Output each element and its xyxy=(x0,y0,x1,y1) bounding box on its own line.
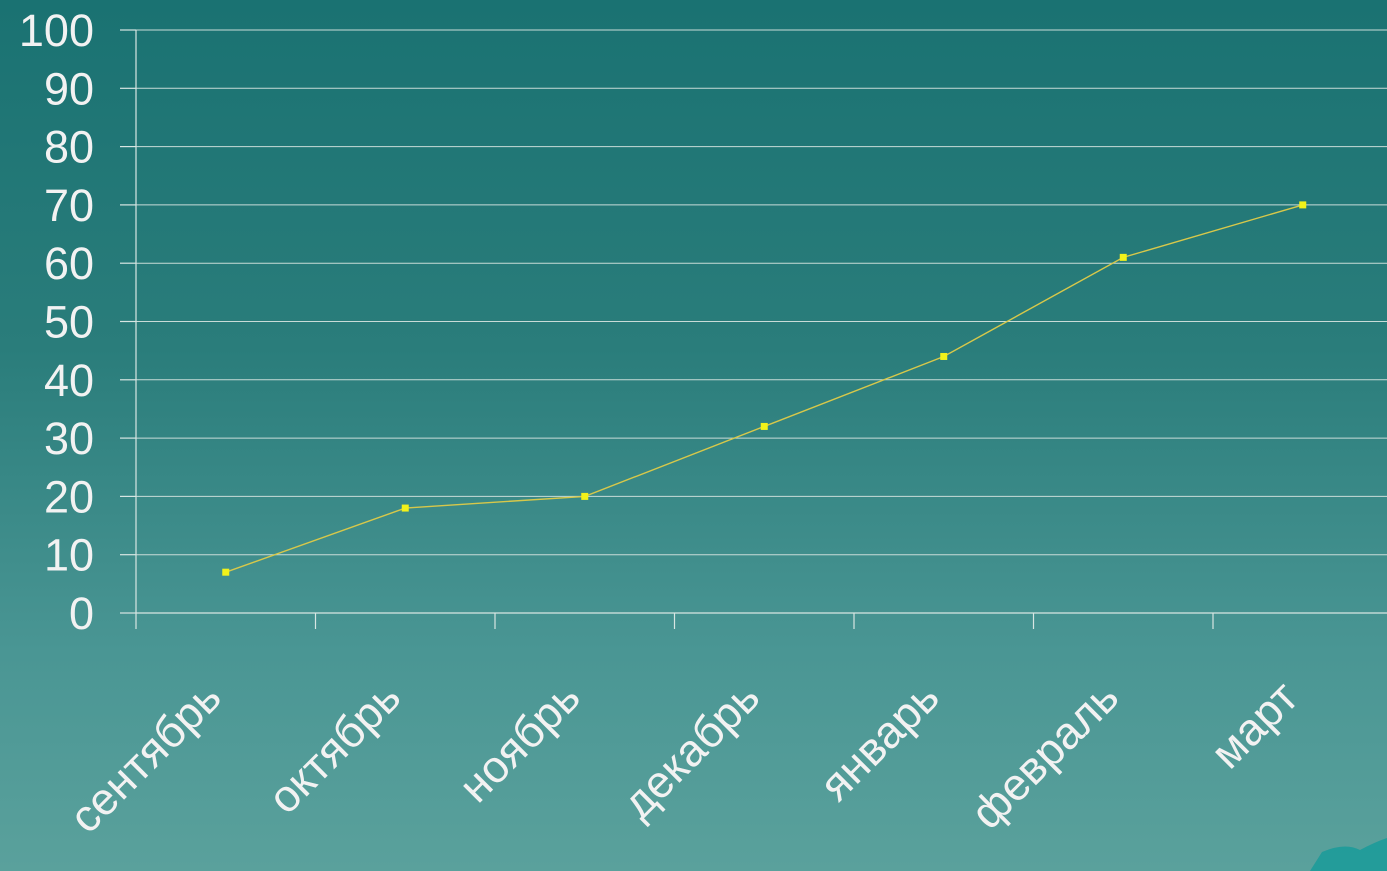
y-tick-label: 20 xyxy=(44,471,94,522)
series-layer xyxy=(222,201,1307,576)
y-tick-label: 100 xyxy=(19,5,94,56)
y-tick-label: 60 xyxy=(44,238,94,289)
y-tick-label: 70 xyxy=(44,180,94,231)
gridlines xyxy=(136,29,1387,556)
x-tick-label: декабрь xyxy=(612,671,769,828)
y-tick-label: 80 xyxy=(44,122,94,173)
data-point xyxy=(940,352,948,360)
y-tick-label: 10 xyxy=(44,530,94,581)
y-tick-label: 30 xyxy=(44,413,94,464)
data-point xyxy=(1119,253,1127,261)
y-tick-label: 0 xyxy=(69,588,94,639)
data-point xyxy=(401,504,409,512)
y-tick-label: 50 xyxy=(44,297,94,348)
x-tick-label: январь xyxy=(809,671,948,810)
data-point xyxy=(760,422,768,430)
y-tick-label: 90 xyxy=(44,63,94,114)
x-tick-label: сентябрь xyxy=(59,671,231,843)
series-line xyxy=(225,204,1303,573)
x-tick-label: октябрь xyxy=(258,671,410,823)
data-point xyxy=(222,568,230,576)
axes xyxy=(120,29,1387,629)
x-tick-label: февраль xyxy=(961,671,1128,838)
data-point xyxy=(581,492,589,500)
x-tick-label: март xyxy=(1201,671,1308,778)
data-point xyxy=(1299,201,1307,209)
x-tick-labels: сентябрь октябрь ноябрь декабрь январь феврал… xyxy=(59,671,1308,843)
y-tick-label: 40 xyxy=(44,355,94,406)
x-tick-label: ноябрь xyxy=(449,671,590,812)
y-tick-labels: 0 10 20 30 40 50 60 70 80 90 100 xyxy=(19,5,94,639)
teal-leaf-shape-icon xyxy=(1310,838,1387,871)
